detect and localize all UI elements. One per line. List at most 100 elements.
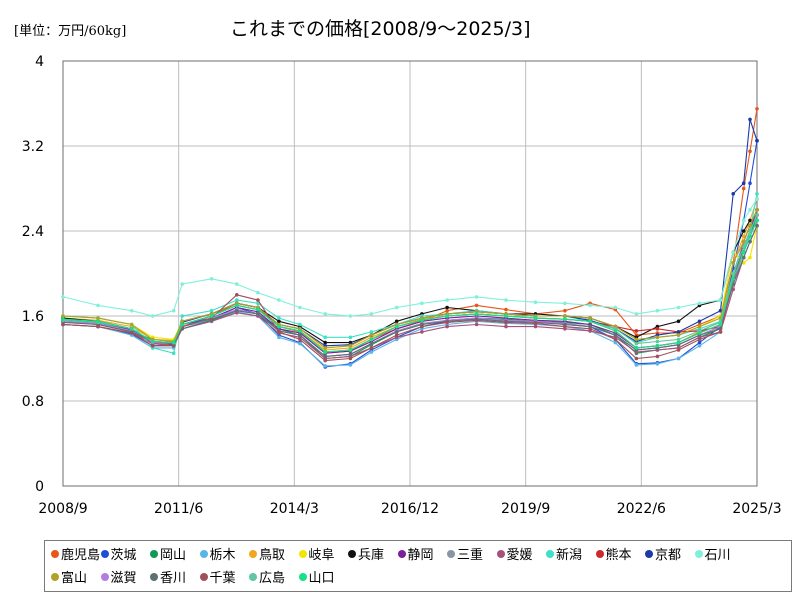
legend-label: 石川 <box>704 548 731 563</box>
data-point <box>61 295 65 299</box>
series-line-富山 <box>62 209 758 349</box>
legend-marker-icon <box>348 549 356 558</box>
data-point <box>394 324 399 329</box>
data-point <box>348 352 353 357</box>
legend-label: 岡山 <box>160 548 187 563</box>
data-point <box>697 340 702 345</box>
data-point <box>676 337 681 342</box>
data-point <box>323 335 328 340</box>
legend-item: 兵庫 <box>348 544 398 563</box>
legend-marker-icon <box>447 549 455 558</box>
data-point <box>731 192 735 196</box>
data-point <box>655 344 660 348</box>
data-point <box>369 337 374 342</box>
data-point <box>323 346 328 350</box>
legend-item: 富山 <box>51 567 101 586</box>
data-point <box>504 307 508 312</box>
legend-item: 岐阜 <box>298 544 349 563</box>
legend-label: 三重 <box>457 548 484 563</box>
data-point <box>563 308 567 313</box>
data-point <box>348 314 353 318</box>
data-point <box>474 322 479 327</box>
data-point <box>420 324 424 329</box>
data-point <box>180 314 184 318</box>
series-line-香川 <box>62 225 758 357</box>
data-point <box>420 318 424 323</box>
data-point <box>235 308 239 313</box>
data-point <box>277 335 281 340</box>
data-point <box>504 320 508 325</box>
y-tick-label: 1.6 <box>22 309 44 325</box>
data-point <box>180 319 184 324</box>
data-point <box>171 351 176 356</box>
data-point <box>634 346 639 350</box>
legend-label: 岐阜 <box>308 548 335 563</box>
legend-marker-icon <box>51 549 59 558</box>
data-point <box>676 305 681 310</box>
legend-marker-icon <box>496 549 505 558</box>
data-point <box>394 319 399 324</box>
data-point <box>420 301 424 306</box>
data-point <box>748 223 752 228</box>
data-point <box>634 341 639 346</box>
data-point <box>634 312 639 316</box>
data-point <box>323 340 328 345</box>
data-point <box>655 339 660 344</box>
data-point <box>504 324 508 329</box>
data-point <box>150 339 155 344</box>
data-point <box>171 344 176 348</box>
data-point <box>277 316 281 320</box>
legend-item: 茨城 <box>100 544 151 563</box>
data-point <box>741 245 746 249</box>
data-point <box>755 223 759 228</box>
data-point <box>323 312 328 316</box>
data-point <box>748 208 752 212</box>
data-point <box>235 298 239 302</box>
data-point <box>96 303 100 308</box>
data-point <box>298 341 302 346</box>
data-point <box>209 308 214 313</box>
legend-item: 千葉 <box>199 567 250 586</box>
data-point <box>474 318 479 323</box>
data-point <box>755 192 759 196</box>
data-point <box>369 330 374 334</box>
data-point <box>613 337 618 342</box>
legend-label: 京都 <box>655 548 682 563</box>
data-point <box>676 319 681 324</box>
data-point <box>613 329 618 333</box>
data-point <box>741 234 746 239</box>
data-point <box>150 314 155 318</box>
data-point <box>634 356 639 361</box>
data-point <box>369 341 374 346</box>
legend-item: 石川 <box>694 544 745 563</box>
legend-label: 鳥取 <box>259 548 286 563</box>
data-point <box>741 239 746 244</box>
data-point <box>235 293 239 297</box>
data-point <box>533 316 538 320</box>
data-point <box>348 348 353 352</box>
data-point <box>298 329 302 333</box>
data-point <box>748 117 752 122</box>
data-point <box>731 277 735 281</box>
data-point <box>755 208 759 212</box>
data-point <box>697 331 702 335</box>
data-point <box>474 312 479 316</box>
data-point <box>369 346 374 350</box>
data-point <box>171 308 176 313</box>
data-point <box>634 329 639 333</box>
y-tick-label: 0.8 <box>22 394 44 410</box>
data-point <box>697 337 702 342</box>
data-point <box>655 327 660 331</box>
data-point <box>748 255 752 260</box>
data-point <box>445 324 449 329</box>
data-point <box>676 333 681 337</box>
data-point <box>748 149 752 154</box>
legend-item: 新潟 <box>546 544 596 563</box>
data-point <box>748 181 752 185</box>
data-point <box>563 317 567 322</box>
legend-label: 山口 <box>308 571 335 586</box>
data-point <box>96 324 100 329</box>
legend-label: 千葉 <box>209 571 236 586</box>
x-tick-label: 2008/9 <box>38 501 87 517</box>
data-point <box>613 340 618 345</box>
